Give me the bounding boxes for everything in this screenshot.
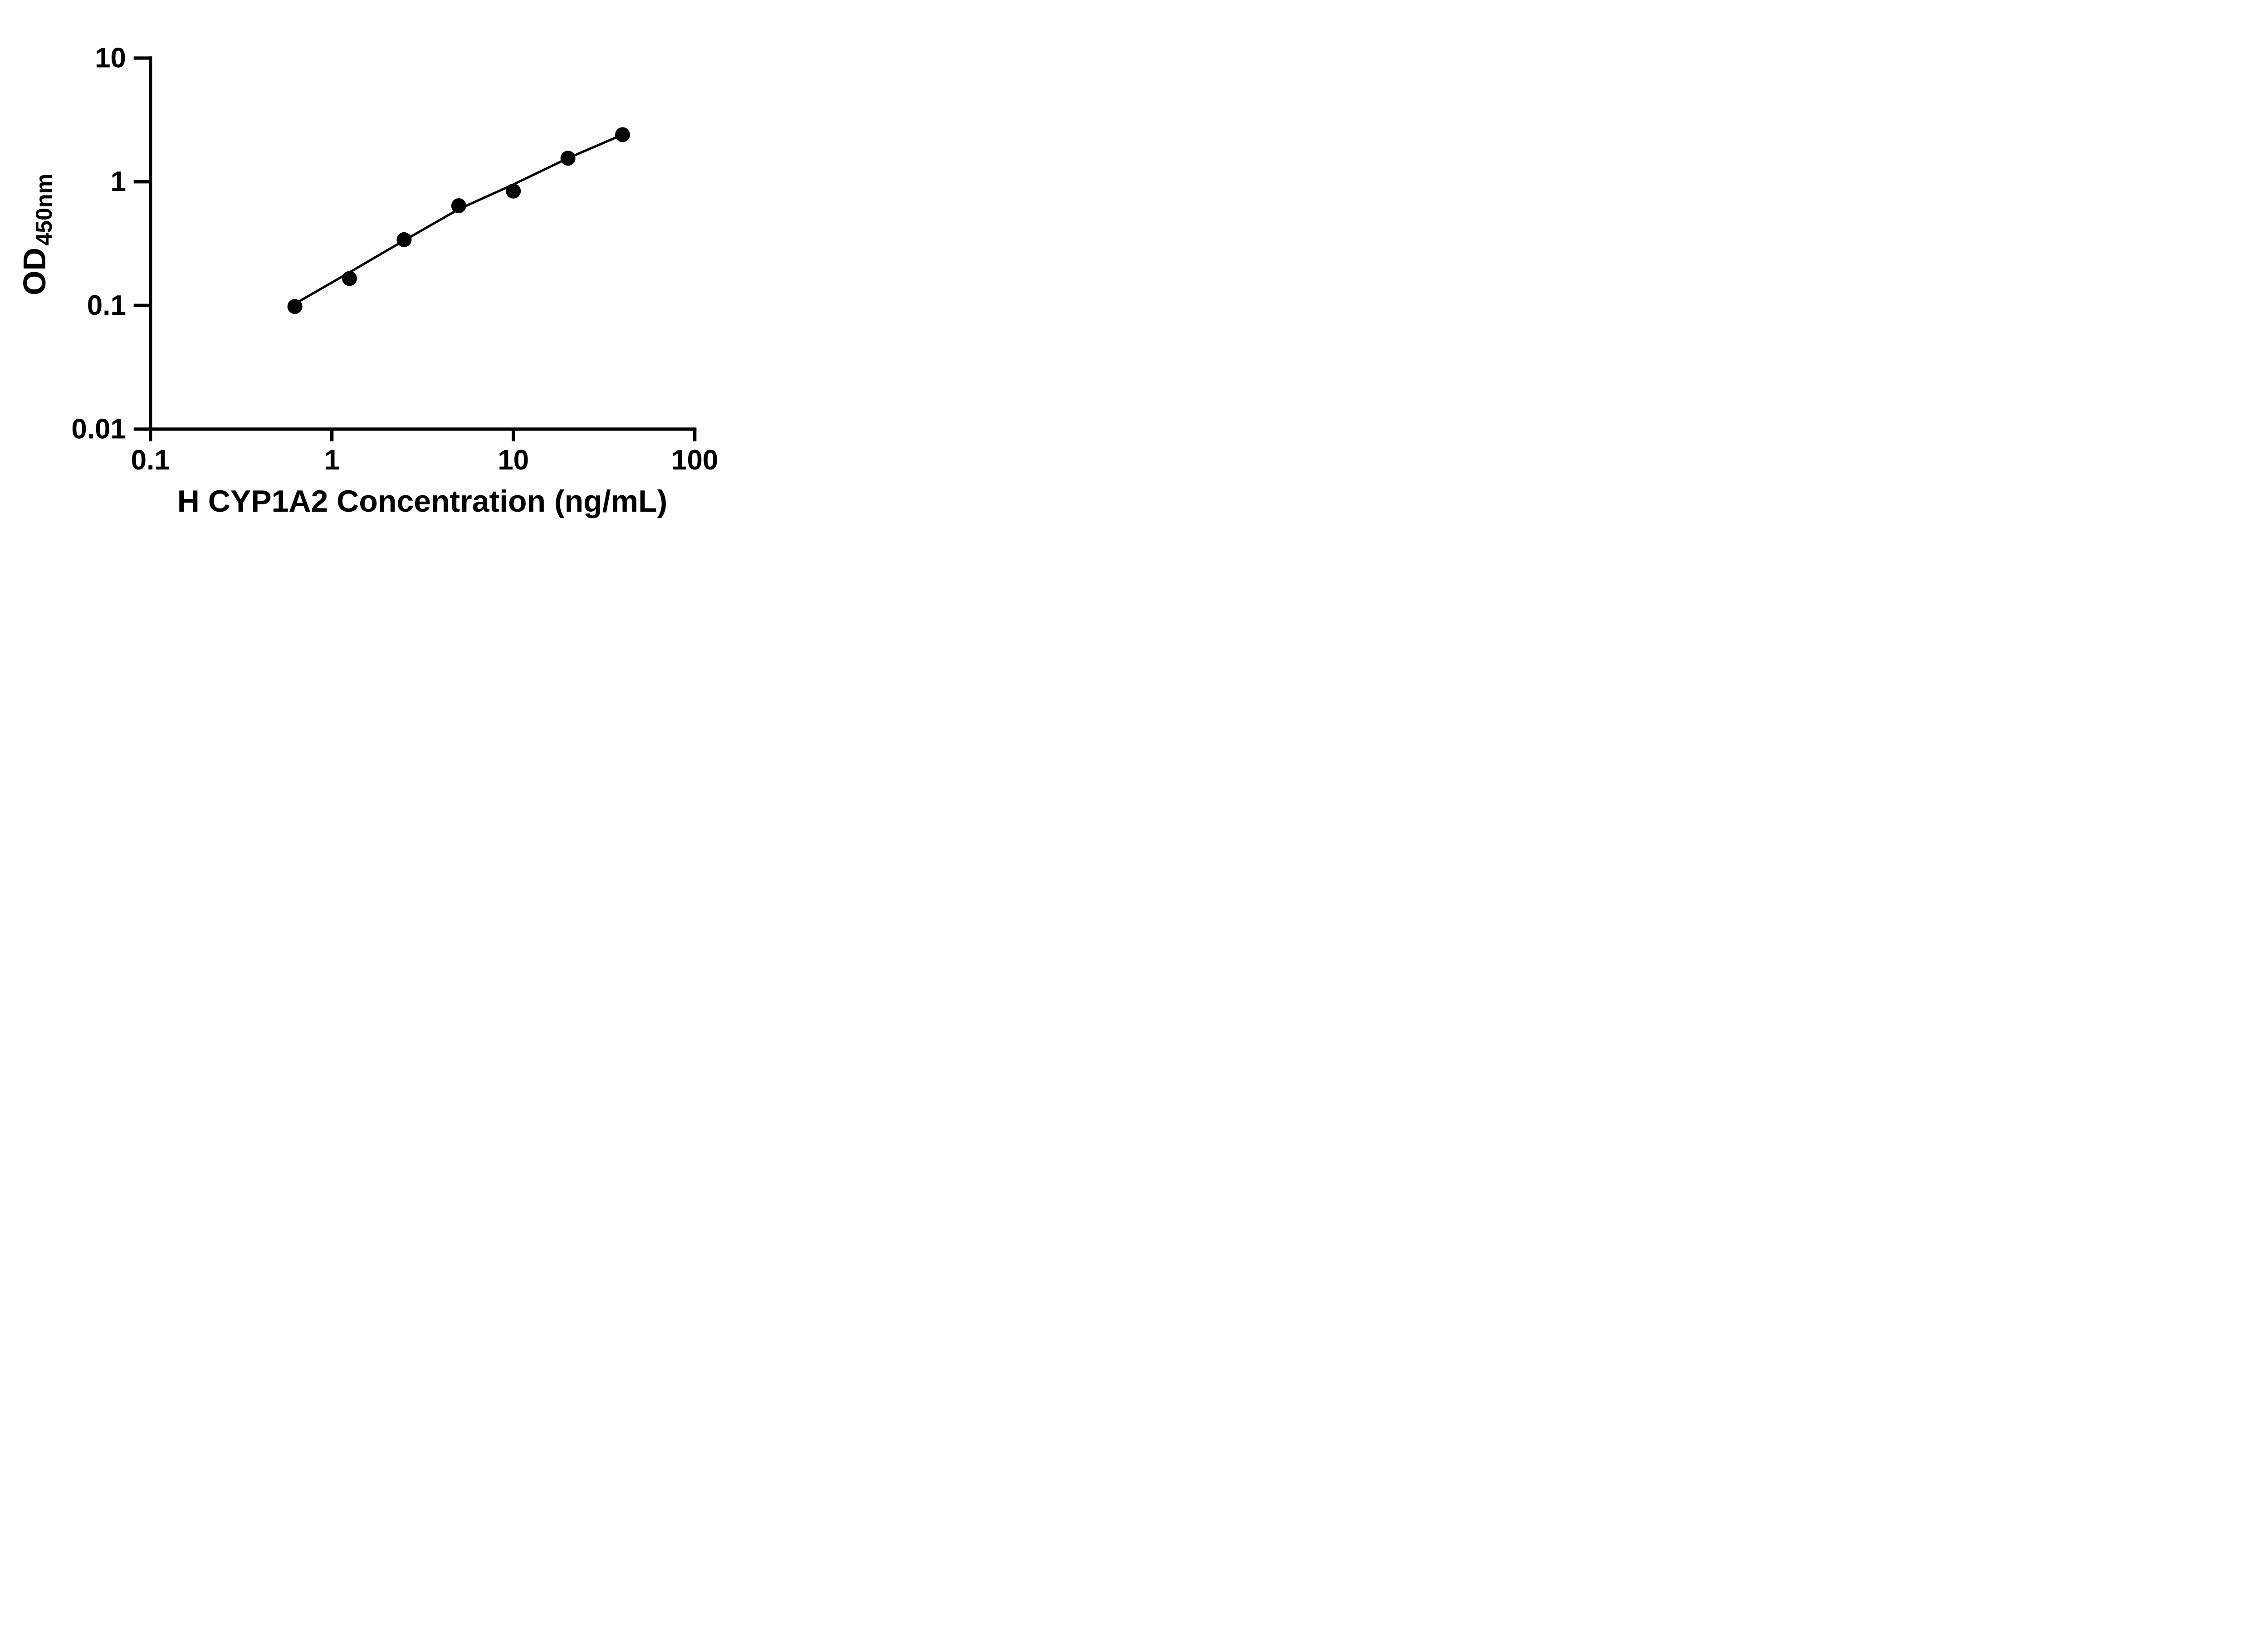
y-tick-label-1: 1 xyxy=(111,166,126,197)
x-tick-label-100: 100 xyxy=(671,445,718,476)
standard-curve-plot: 10 1 0.1 0.01 0.1 1 10 100 OD 450nm H CY… xyxy=(17,43,718,519)
x-axis-title: H CYP1A2 Concentration (ng/mL) xyxy=(177,484,668,518)
y-tick-marks xyxy=(133,56,151,431)
data-point xyxy=(615,127,630,142)
data-series-layer xyxy=(287,127,630,314)
y-axis-title: OD 450nm xyxy=(17,174,57,295)
x-tick-marks xyxy=(149,429,697,441)
y-axis-title-subscript: 450nm xyxy=(31,174,57,245)
data-point xyxy=(287,299,303,314)
y-tick-label-0.1: 0.1 xyxy=(87,290,126,321)
x-tick-label-0.1: 0.1 xyxy=(131,445,170,476)
x-tick-label-10: 10 xyxy=(498,445,529,476)
y-axis-title-main: OD xyxy=(17,248,52,295)
elisa-standard-curve-figure: 10 1 0.1 0.01 0.1 1 10 100 OD 450nm H CY… xyxy=(0,0,777,544)
y-tick-label-10: 10 xyxy=(95,43,126,74)
y-tick-label-0.01: 0.01 xyxy=(71,414,126,445)
data-point xyxy=(342,271,357,286)
x-tick-label-1: 1 xyxy=(324,445,339,476)
data-point xyxy=(451,198,466,213)
data-point xyxy=(506,183,521,199)
data-point xyxy=(560,151,576,166)
data-point xyxy=(396,232,412,247)
